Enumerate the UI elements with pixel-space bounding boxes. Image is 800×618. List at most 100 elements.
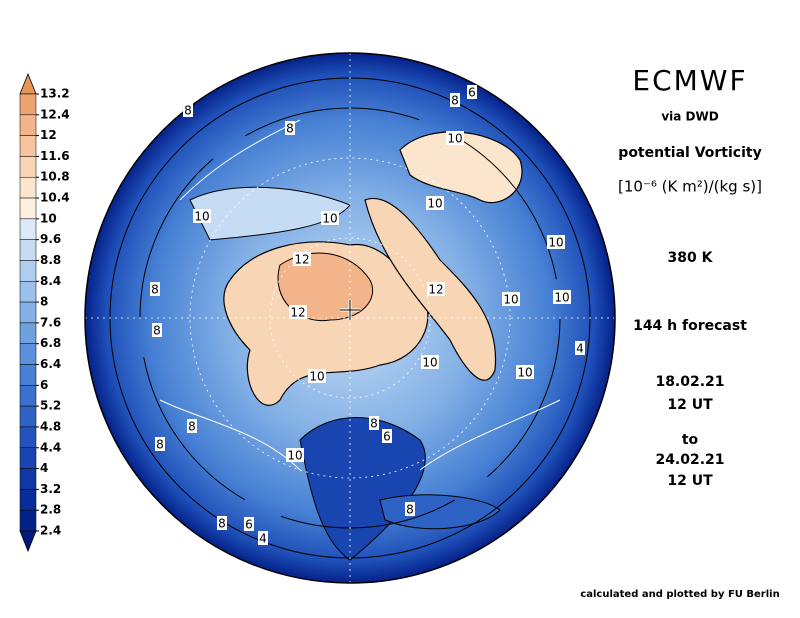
colorbar-segment <box>19 281 37 303</box>
contour-label: 10 <box>322 212 337 226</box>
source: via DWD <box>661 110 718 124</box>
colorbar-segment <box>19 135 37 157</box>
colorbar-segment <box>19 426 37 449</box>
colorbar-segment <box>19 156 37 178</box>
contour-label: 10 <box>548 236 563 250</box>
colorbar-label: 11.6 <box>40 149 70 163</box>
colorbar-segment <box>19 509 37 532</box>
contour-label-box <box>217 516 227 530</box>
contour-label-box <box>152 323 162 337</box>
colorbar-label: 10.4 <box>40 191 70 205</box>
contour-label-box <box>187 419 197 433</box>
colorbar-segment <box>19 301 37 324</box>
contour-label-box <box>382 429 392 443</box>
unit: [10⁻⁶ (K m²)/(kg s)] <box>618 178 762 196</box>
contour-label: 10 <box>422 356 437 370</box>
colorbar-segment <box>19 239 37 261</box>
colorbar-segment <box>19 218 37 240</box>
colorbar-segment <box>19 197 37 220</box>
colorbar-label: 6 <box>40 378 48 392</box>
contour-label-box <box>502 292 520 306</box>
colorbar-segment <box>19 93 37 116</box>
contour-label-box <box>286 448 304 462</box>
contour-label-box <box>426 196 444 210</box>
colorbar-label: 4.4 <box>40 440 61 454</box>
contour-label: 6 <box>245 518 253 532</box>
colorbar-segment <box>19 489 37 511</box>
colorbar-segment <box>19 405 37 428</box>
title: ECMWF <box>632 64 747 97</box>
contour-label: 4 <box>259 532 267 546</box>
contour-label-box <box>575 341 585 355</box>
contour-label-box <box>516 365 534 379</box>
colorbar-end <box>19 72 37 95</box>
contour-label-box <box>446 131 464 145</box>
contour-label: 10 <box>287 449 302 463</box>
contour-label: 8 <box>451 94 459 108</box>
contour <box>189 186 351 241</box>
colorbar-label: 6.8 <box>40 336 61 350</box>
contour-label: 4 <box>576 342 584 356</box>
contour-label-box <box>405 502 415 516</box>
high-pv-area <box>223 241 429 406</box>
colorbar-segment <box>19 468 37 490</box>
contour-label: 10 <box>194 210 209 224</box>
colorbar-label: 2.4 <box>40 524 61 538</box>
colorbar-label: 4 <box>40 461 48 475</box>
contour-label-box <box>285 121 295 135</box>
colorbar-label: 7.6 <box>40 315 61 329</box>
colorbar-label: 8.4 <box>40 274 61 288</box>
contour-label-box <box>293 252 311 266</box>
contour-label: 10 <box>517 366 532 380</box>
colorbar-label: 5.2 <box>40 399 61 413</box>
to: to <box>682 432 699 448</box>
colorbar-label: 6.4 <box>40 357 61 371</box>
latitude-circle <box>189 157 511 479</box>
contour-label: 12 <box>294 253 309 267</box>
contour-label-box <box>258 531 268 545</box>
contour-label: 10 <box>447 132 462 146</box>
end-time: 12 UT <box>667 473 713 489</box>
contour-label: 6 <box>383 430 391 444</box>
quantity: potential Vorticity <box>618 145 761 161</box>
contour-label: 8 <box>153 324 161 338</box>
contour-label-box <box>289 305 307 319</box>
colorbar-segment <box>19 176 37 199</box>
contour-label-box <box>308 369 326 383</box>
colorbar-segment <box>19 322 37 344</box>
forecast: 144 h forecast <box>633 318 747 334</box>
colorbar-segment <box>19 114 37 136</box>
contour-label: 10 <box>503 293 518 307</box>
start-date: 18.02.21 <box>655 374 724 390</box>
contour-label-box <box>427 282 445 296</box>
colorbar-segment <box>19 260 37 282</box>
colorbar-label: 12 <box>40 128 57 142</box>
contour-label-box <box>547 235 565 249</box>
colorbar-label: 10 <box>40 211 57 225</box>
contour-label: 10 <box>309 370 324 384</box>
contour-label: 12 <box>290 306 305 320</box>
level: 380 K <box>668 250 714 266</box>
colorbar-segment <box>19 364 37 386</box>
colorbar-label: 3.2 <box>40 482 61 496</box>
contour-label: 8 <box>218 517 226 531</box>
contour-label: 8 <box>370 417 378 431</box>
colorbar-label: 12.4 <box>40 107 70 121</box>
end-date: 24.02.21 <box>655 452 724 468</box>
contour-label: 8 <box>406 503 414 517</box>
colorbar-segment <box>19 343 37 365</box>
colorbar-end <box>19 530 37 553</box>
contour-label: 8 <box>286 122 294 136</box>
contour-label: 8 <box>184 104 192 118</box>
contour-label-box <box>155 437 165 451</box>
contour-label: 6 <box>468 86 476 100</box>
contour-label: 10 <box>554 291 569 305</box>
colorbar-label: 10.8 <box>40 170 70 184</box>
contour-label-box <box>369 416 379 430</box>
colorbar-label: 13.2 <box>40 87 70 101</box>
map-border <box>84 52 616 584</box>
contour-label-box <box>183 103 193 117</box>
contour-label: 10 <box>427 197 442 211</box>
